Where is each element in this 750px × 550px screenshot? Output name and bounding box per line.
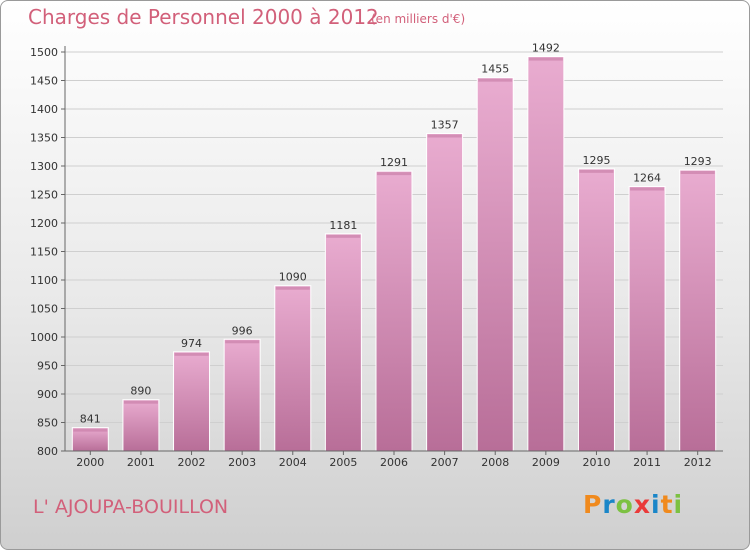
y-tick-label: 1050 bbox=[30, 303, 58, 316]
x-tick-label: 2012 bbox=[684, 456, 712, 469]
place-name: L' AJOUPA-BOUILLON bbox=[33, 496, 229, 518]
x-tick-label: 2001 bbox=[127, 456, 155, 469]
x-tick-label: 2011 bbox=[633, 456, 661, 469]
data-label: 1293 bbox=[684, 155, 712, 168]
logo-letter: i bbox=[673, 490, 684, 519]
chart-title: Charges de Personnel 2000 à 2012 bbox=[28, 5, 379, 29]
bar-cap bbox=[275, 286, 310, 290]
bar bbox=[375, 170, 413, 452]
y-tick-label: 1500 bbox=[30, 46, 58, 59]
bar bbox=[274, 285, 312, 452]
labels: 800 850 900 950 1000 1050 1100 1150 1200 1250 1300… bbox=[30, 42, 712, 469]
data-label: 890 bbox=[130, 385, 151, 398]
bar-cap bbox=[630, 187, 665, 191]
data-label: 996 bbox=[232, 324, 253, 337]
y-tick-label: 1400 bbox=[30, 103, 58, 116]
y-tick-label: 1300 bbox=[30, 160, 58, 173]
bar-cap bbox=[123, 400, 158, 404]
data-label: 1291 bbox=[380, 156, 408, 169]
bar-cap bbox=[326, 234, 361, 238]
data-label: 1264 bbox=[633, 172, 661, 185]
bars bbox=[71, 56, 717, 452]
y-tick-label: 950 bbox=[37, 360, 58, 373]
bar-cap bbox=[478, 78, 513, 82]
bar bbox=[476, 77, 514, 452]
bar bbox=[426, 133, 464, 452]
data-label: 1295 bbox=[582, 154, 610, 167]
bar bbox=[122, 399, 160, 452]
bar bbox=[679, 169, 717, 452]
bar bbox=[577, 168, 615, 452]
x-tick-label: 2004 bbox=[279, 456, 307, 469]
y-tick-label: 900 bbox=[37, 388, 58, 401]
x-tick-label: 2005 bbox=[329, 456, 357, 469]
logo-letter: P bbox=[583, 490, 603, 519]
y-tick-label: 1350 bbox=[30, 132, 58, 145]
x-tick-label: 2010 bbox=[582, 456, 610, 469]
y-tick-label: 1150 bbox=[30, 246, 58, 259]
x-tick-label: 2000 bbox=[76, 456, 104, 469]
y-tick-label: 850 bbox=[37, 417, 58, 430]
bar-cap bbox=[377, 172, 411, 176]
x-tick-label: 2007 bbox=[431, 456, 459, 469]
bar-cap bbox=[528, 57, 563, 61]
data-label: 1181 bbox=[329, 219, 357, 232]
y-tick-label: 800 bbox=[37, 445, 58, 458]
bar bbox=[527, 56, 565, 452]
bar-cap bbox=[680, 170, 715, 174]
x-tick-label: 2009 bbox=[532, 456, 560, 469]
y-tick-label: 1100 bbox=[30, 274, 58, 287]
bar bbox=[223, 338, 261, 452]
y-tick-label: 1250 bbox=[30, 189, 58, 202]
y-tick-label: 1450 bbox=[30, 75, 58, 88]
logo-letter: t bbox=[660, 490, 674, 519]
bar bbox=[324, 233, 362, 452]
logo-letter: i bbox=[651, 490, 661, 519]
y-tick-label: 1000 bbox=[30, 331, 58, 344]
data-label: 841 bbox=[80, 413, 101, 426]
bar bbox=[628, 186, 666, 452]
bar-cap bbox=[225, 340, 260, 344]
x-tick-label: 2002 bbox=[178, 456, 206, 469]
data-label: 974 bbox=[181, 337, 202, 350]
bar bbox=[173, 351, 211, 452]
x-tick-label: 2006 bbox=[380, 456, 408, 469]
bar-cap bbox=[579, 169, 614, 173]
logo-letter: r bbox=[602, 490, 616, 519]
bar-cap bbox=[427, 134, 462, 138]
logo-letter: o bbox=[615, 490, 634, 519]
data-label: 1455 bbox=[481, 63, 509, 76]
x-tick-label: 2003 bbox=[228, 456, 256, 469]
chart-subtitle: (en milliers d'€) bbox=[371, 12, 466, 26]
proxiti-logo: Proxiti bbox=[583, 490, 683, 519]
bar-cap bbox=[73, 428, 108, 432]
data-label: 1090 bbox=[279, 271, 307, 284]
data-label: 1492 bbox=[532, 42, 560, 55]
axes bbox=[61, 46, 723, 455]
logo-letter: x bbox=[633, 490, 651, 519]
x-tick-label: 2008 bbox=[481, 456, 509, 469]
data-label: 1357 bbox=[431, 119, 459, 132]
bar-cap bbox=[174, 352, 209, 356]
y-tick-label: 1200 bbox=[30, 217, 58, 230]
